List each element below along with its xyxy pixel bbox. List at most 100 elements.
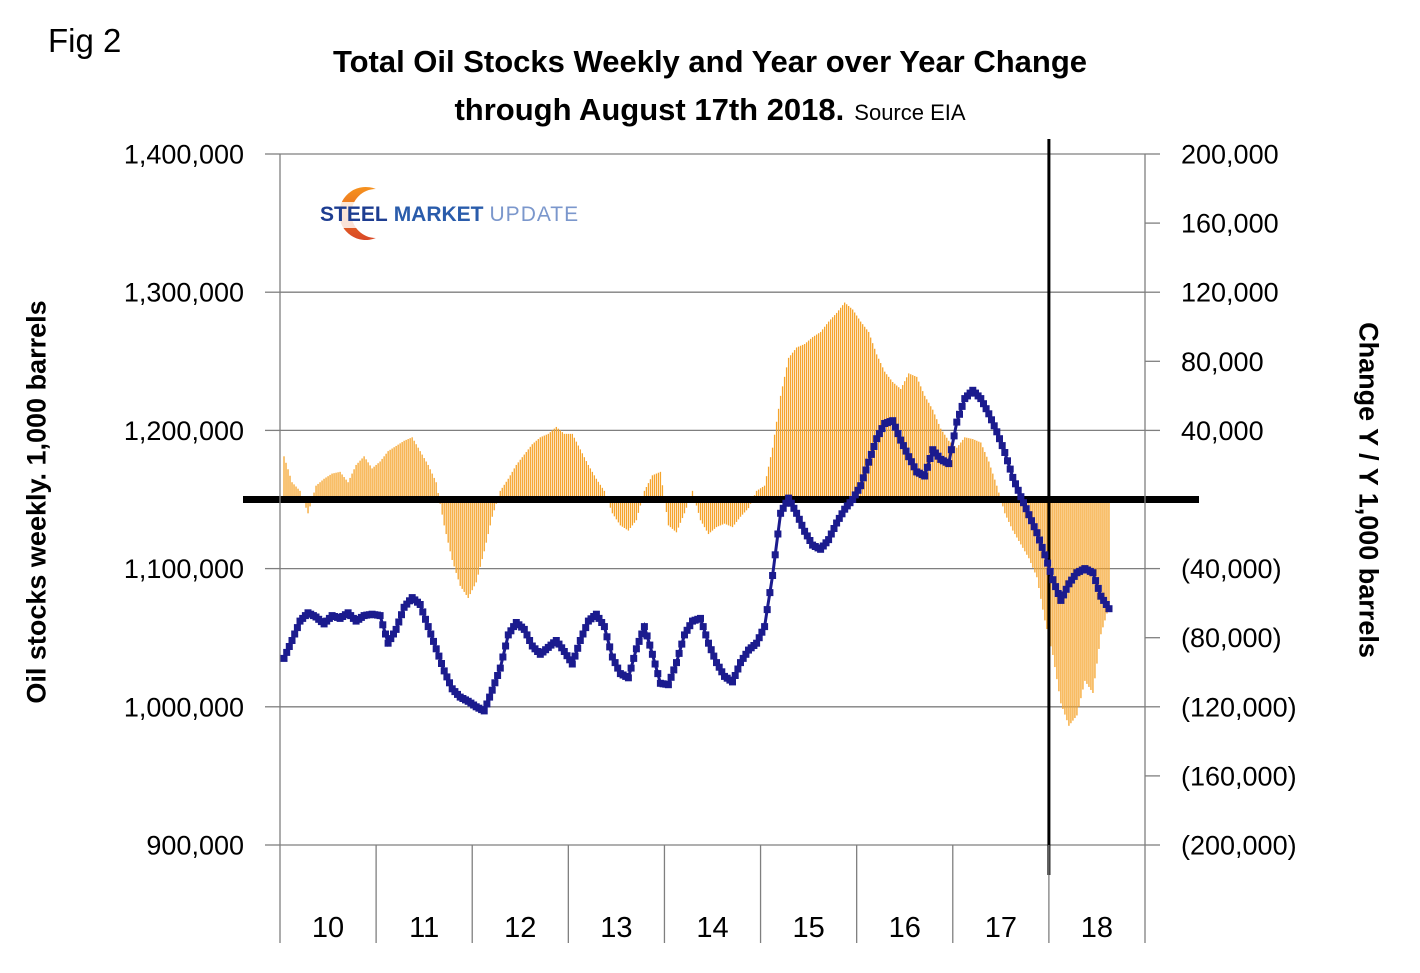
yoy-bar (615, 499, 618, 520)
stocks-point-marker (499, 653, 507, 661)
yoy-bar (842, 305, 844, 500)
stocks-point-marker (803, 532, 811, 540)
yoy-bar (982, 447, 984, 500)
yoy-bar (351, 473, 353, 500)
stocks-point-marker (382, 630, 389, 638)
yoy-bar (611, 499, 614, 514)
yoy-bar (521, 457, 523, 500)
yoy-bar (513, 468, 515, 500)
yoy-bar (709, 499, 712, 533)
yoy-bar (283, 456, 285, 500)
year-label: 13 (600, 912, 632, 944)
yoy-bar (669, 499, 672, 528)
yoy-bar (389, 449, 391, 500)
yoy-bar (477, 499, 479, 575)
stocks-point-marker (707, 646, 715, 654)
yoy-bar (561, 432, 563, 500)
yoy-bar (673, 499, 676, 531)
yoy-bar (331, 473, 333, 500)
right-tick-label: (200,000) (1181, 831, 1297, 861)
stocks-point-marker (427, 630, 435, 638)
stocks-point-marker (958, 402, 966, 410)
yoy-bar (803, 344, 806, 500)
yoy-bar (563, 433, 565, 500)
yoy-bar (383, 456, 385, 500)
stocks-point-marker (1100, 596, 1108, 604)
stocks-point-marker (753, 639, 761, 647)
stocks-point-marker (1038, 543, 1046, 551)
yoy-bar (535, 440, 537, 500)
yoy-bar (485, 499, 487, 543)
yoy-bar (1082, 499, 1084, 690)
stocks-point-marker (686, 622, 694, 630)
stocks-point-marker (624, 674, 632, 682)
yoy-bar (447, 499, 449, 543)
stocks-point-marker (945, 460, 953, 468)
yoy-bar (643, 490, 646, 500)
yoy-bar (329, 474, 331, 500)
yoy-bar (1080, 499, 1082, 699)
axis-labels: 1,400,000 1,300,000 1,200,000 1,100,000 1,00… (124, 140, 1297, 945)
stocks-point-marker (387, 635, 395, 643)
stocks-point-marker (758, 628, 766, 636)
stocks-point-marker (982, 405, 990, 413)
yoy-bar (411, 437, 413, 500)
yoy-bar (888, 376, 890, 500)
stocks-point-marker (827, 530, 835, 538)
yoy-bar (593, 475, 596, 500)
yoy-bar (403, 440, 405, 500)
yoy-bar (886, 374, 888, 500)
stocks-point-marker (862, 466, 870, 474)
stocks-point-marker (496, 664, 504, 672)
yoy-bar (597, 481, 600, 500)
stocks-point-marker (1009, 473, 1017, 481)
yoy-change-bars (283, 302, 1110, 726)
left-tick-label: 1,100,000 (124, 554, 244, 584)
yoy-bar (817, 333, 820, 500)
yoy-bar (719, 499, 722, 526)
yoy-bar (952, 444, 954, 500)
stocks-point-marker (571, 652, 579, 660)
stocks-point-marker (614, 664, 622, 672)
yoy-bar (533, 442, 535, 500)
stocks-point-marker (857, 482, 865, 490)
yoy-bar (337, 472, 339, 500)
yoy-bar (581, 453, 583, 500)
yoy-bar (359, 460, 361, 500)
yoy-bar (633, 499, 636, 523)
stocks-point-marker (651, 660, 659, 668)
stocks-point-marker (739, 654, 747, 662)
yoy-bar (838, 310, 840, 500)
oil-stocks-polyline (282, 388, 1111, 713)
stocks-point-marker (833, 519, 841, 527)
stocks-point-marker (285, 643, 293, 650)
yoy-bar (325, 477, 327, 500)
yoy-bar (876, 354, 878, 500)
yoy-bar (343, 477, 345, 500)
yoy-bar (667, 499, 670, 526)
yoy-bar (573, 437, 575, 500)
yoy-bar (769, 457, 772, 500)
yoy-bar (775, 421, 778, 500)
stocks-point-marker (953, 418, 961, 426)
yoy-bar (840, 307, 842, 500)
yoy-bar (461, 499, 463, 589)
yoy-bar (647, 483, 650, 500)
right-tick-label: 160,000 (1181, 209, 1279, 239)
yoy-bar (637, 499, 640, 513)
yoy-bar (627, 499, 630, 531)
stocks-point-marker (683, 626, 691, 634)
yoy-bar (291, 482, 293, 500)
yoy-bar (479, 499, 481, 567)
yoy-bar (557, 428, 559, 500)
yoy-bar (910, 374, 912, 500)
yoy-bar (948, 440, 950, 500)
stocks-point-marker (283, 648, 291, 656)
yoy-bar (559, 430, 561, 500)
yoy-bar (653, 474, 656, 500)
stocks-point-marker (1046, 567, 1054, 575)
stocks-point-marker (280, 654, 288, 662)
yoy-bar (435, 482, 437, 500)
yoy-bar (457, 499, 459, 580)
stocks-point-marker (1102, 601, 1110, 608)
